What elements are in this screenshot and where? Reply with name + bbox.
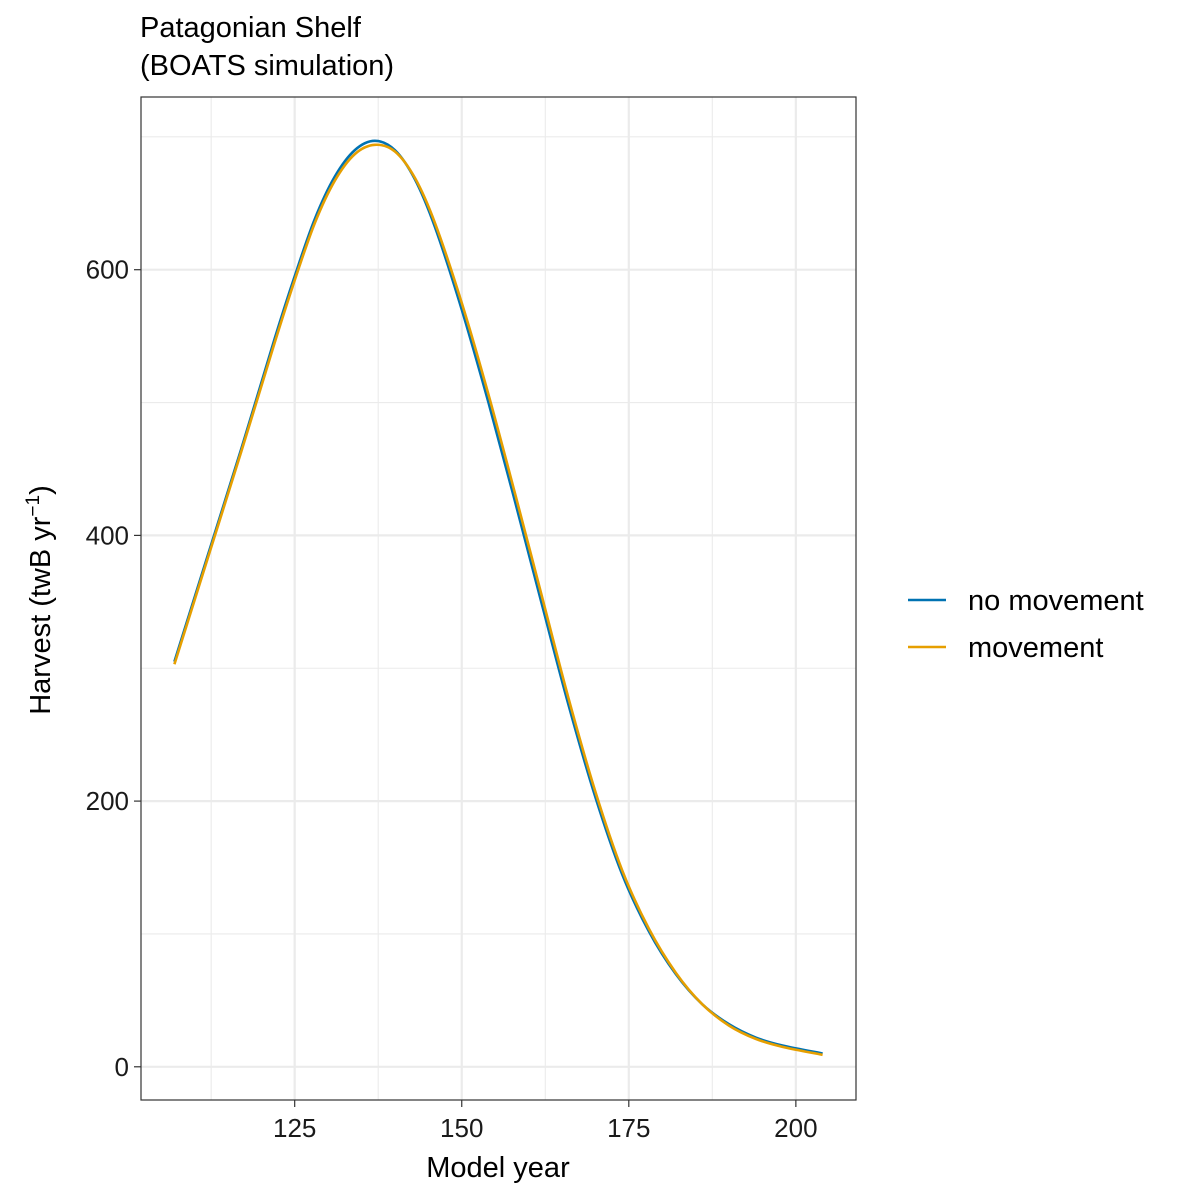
y-axis-title: Harvest (twB yr−1)	[23, 485, 57, 715]
x-tick-label: 150	[440, 1113, 483, 1143]
panel-border	[140, 96, 857, 1101]
y-tick-label: 200	[86, 786, 129, 816]
series-line-1	[173, 143, 823, 1057]
legend-label-0: no movement	[968, 585, 1144, 617]
x-tick-label: 175	[607, 1113, 650, 1143]
chart-subtitle: (BOATS simulation)	[140, 50, 394, 82]
y-axis-title-superscript: −1	[23, 495, 44, 517]
y-axis-title-main: Harvest (twB yr	[25, 516, 57, 715]
x-axis-title: Model year	[426, 1152, 570, 1184]
y-axis: 0 200 400 600	[86, 255, 141, 1082]
legend: no movement movement	[908, 585, 1144, 664]
series-lines	[173, 139, 823, 1057]
y-tick-label: 600	[86, 255, 129, 285]
minor-gridlines	[141, 97, 856, 1100]
y-axis-title-suffix: )	[25, 485, 57, 495]
x-tick-label: 200	[774, 1113, 817, 1143]
major-gridlines	[141, 97, 856, 1100]
y-tick-label: 0	[115, 1052, 129, 1082]
plot-panel	[140, 96, 857, 1101]
legend-label-1: movement	[968, 632, 1103, 664]
chart-title: Patagonian Shelf	[140, 12, 362, 44]
x-axis: 125 150 175 200	[273, 1100, 818, 1143]
y-tick-label: 400	[86, 520, 129, 550]
x-tick-label: 125	[273, 1113, 316, 1143]
